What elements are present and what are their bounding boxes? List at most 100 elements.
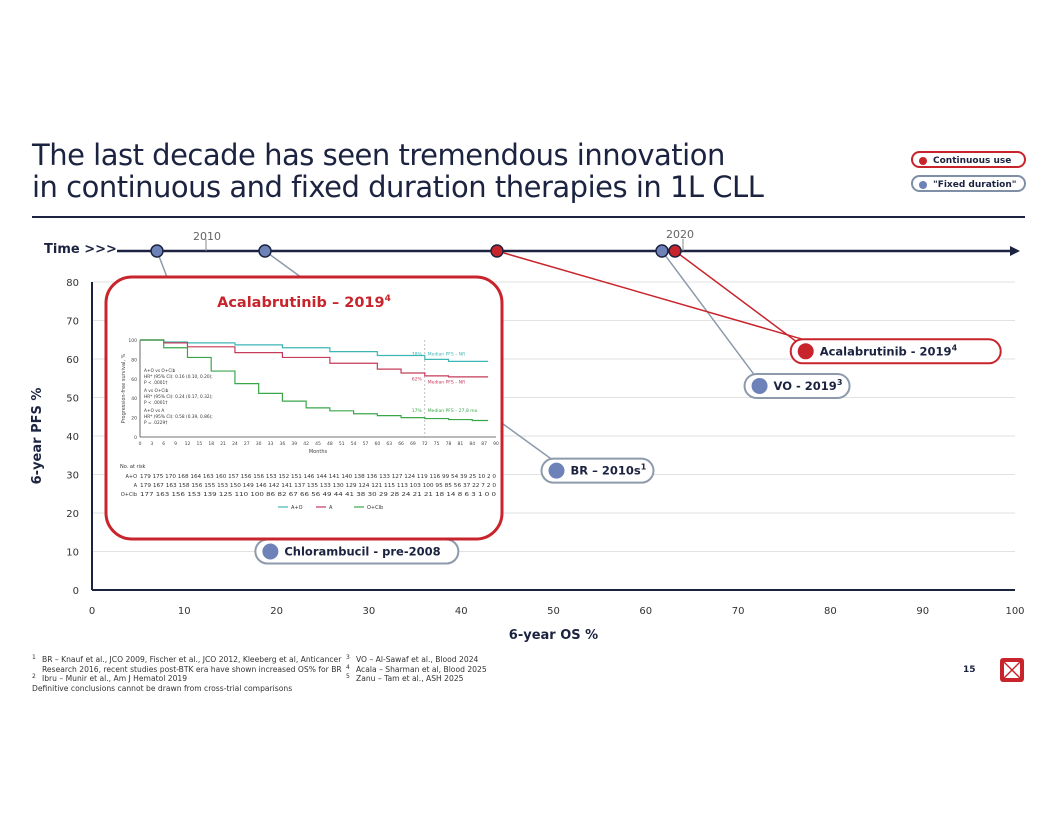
timeline-dot [655,244,669,258]
km-x-tick: 3 [150,441,153,447]
km-stat-hr: HR* (95% CI): 0.58 (0.39, 0.86); [144,414,213,420]
x-tick-label: 80 [824,606,837,617]
km-x-tick: 69 [410,441,416,447]
legend-fixed: "Fixed duration" [911,175,1026,192]
data-point-label: Chlorambucil - pre-2008 [284,545,440,559]
year-label-2010: 2010 [193,230,221,243]
km-y-tick: 20 [131,416,137,422]
km-stat-hr: HR* (95% CI): 0.24 (0.17, 0.32); [144,394,213,400]
footnotes-left: 1 BR – Knauf et al., JCO 2009, Fischer et… [32,654,362,684]
km-x-tick: 84 [469,441,475,447]
timeline-label: Time >>> [44,242,117,257]
footnote-number: 2 [32,673,36,680]
km-y-tick: 60 [131,377,137,383]
data-point-superscript: 1 [641,463,647,472]
km-annotation-green: 17% [412,408,423,414]
km-x-tick: 54 [351,441,357,447]
page-number: 15 [963,665,976,675]
data-point-dot [797,343,814,360]
footnote-text: Zanu – Tam et al., ASH 2025 [356,674,464,683]
legend-continuous-label: Continuous use [933,156,1012,166]
data-point-label: BR – 2010s1 [571,463,647,478]
data-point: Chlorambucil - pre-2008 [254,538,460,565]
km-y-label: Progression-free survival, % [121,353,127,423]
km-stat-comparison: A+O vs O+Clb [144,368,176,374]
logo-mark-icon [1004,662,1020,678]
km-x-tick: 30 [256,441,262,447]
km-x-tick: 6 [162,441,165,447]
y-tick-label: 70 [66,317,79,328]
km-curve-a [140,339,489,378]
x-tick-label: 60 [639,606,652,617]
y-tick-label: 50 [66,394,79,405]
km-annotation-teal: 78% [412,352,423,358]
y-tick-label: 30 [66,471,79,482]
footnote-text: VO – Al-Sawaf et al., Blood 2024 [356,655,479,664]
km-annotation-crimson-median: Median PFS – NR [428,380,465,386]
legend-fixed-label: "Fixed duration" [933,180,1017,190]
km-x-tick: 48 [327,441,333,447]
x-tick-label: 30 [363,606,376,617]
connector-line [674,250,804,347]
km-x-tick: 21 [220,441,226,447]
blue-dot-icon [919,181,927,189]
connector-line [496,250,810,343]
timeline-dot [258,244,272,258]
km-x-tick: 87 [481,441,487,447]
km-x-tick: 63 [386,441,392,447]
footnote-number: 5 [346,673,350,680]
km-legend-label: A [329,505,333,511]
km-stat-comparison: A vs O+Clb [144,388,169,394]
data-point-dot [262,543,279,560]
km-legend-label: A+O [291,505,303,511]
at-risk-values: 179 167 163 158 156 155 153 150 149 146 … [140,483,496,489]
km-annotation-green-median: Median PFS – 27.8 mo [428,408,478,414]
x-tick-label: 40 [455,606,468,617]
year-label-2020: 2020 [666,228,694,241]
data-point: VO - 20193 [743,372,851,399]
km-y-tick: 0 [134,435,137,441]
disclaimer: Definitive conclusions cannot be drawn f… [32,684,293,693]
km-x-tick: 78 [446,441,452,447]
km-curve-a-plus-o [140,339,489,362]
data-point: Acalabrutinib - 20194 [789,338,1002,365]
km-x-tick: 51 [339,441,345,447]
km-y-tick: 100 [128,338,137,344]
km-x-tick: 9 [174,441,177,447]
company-logo-icon [1000,658,1024,682]
x-tick-label: 50 [547,606,560,617]
footnote-text: Acala – Sharman et al, Blood 2025 [356,664,487,674]
km-x-tick: 72 [422,441,428,447]
data-point-superscript: 4 [952,343,958,352]
km-annotation-crimson: 62% [412,377,423,383]
km-curve-o-plus-clb [140,339,489,422]
km-x-tick: 12 [185,441,191,447]
km-stat-p: P = .0229† [144,420,168,426]
x-tick-label: 70 [732,606,745,617]
km-x-tick: 36 [280,441,286,447]
data-point: BR – 2010s1 [540,457,655,484]
km-x-tick: 90 [493,441,499,447]
footnote-text: BR – Knauf et al., JCO 2009, Fischer et … [42,655,342,674]
red-dot-icon [919,157,927,165]
timeline-dot [490,244,504,258]
footnote-text: Ibru – Munir et al., Am J Hematol 2019 [42,674,188,683]
data-point-pill [540,457,655,484]
legend-continuous: Continuous use [911,151,1026,168]
x-tick-label: 20 [270,606,283,617]
km-stat-hr: HR* (95% CI): 0.16 (0.10, 0.20); [144,374,213,380]
km-stat-p: P < .0001† [144,400,168,406]
y-tick-label: 40 [66,432,79,443]
title-line-2: in continuous and fixed duration therapi… [32,170,764,204]
at-risk-label: No. at risk [120,464,146,470]
x-tick-label: 0 [89,606,95,617]
timeline-arrowhead-icon [1010,246,1020,256]
km-annotation-teal-median: Median PFS – NR [428,352,465,358]
y-tick-label: 20 [66,509,79,520]
km-x-tick: 66 [398,441,404,447]
km-x-tick: 45 [315,441,321,447]
km-x-tick: 42 [303,441,309,447]
y-tick-label: 0 [73,586,79,597]
footnote: 1 BR – Knauf et al., JCO 2009, Fischer et… [32,654,362,674]
